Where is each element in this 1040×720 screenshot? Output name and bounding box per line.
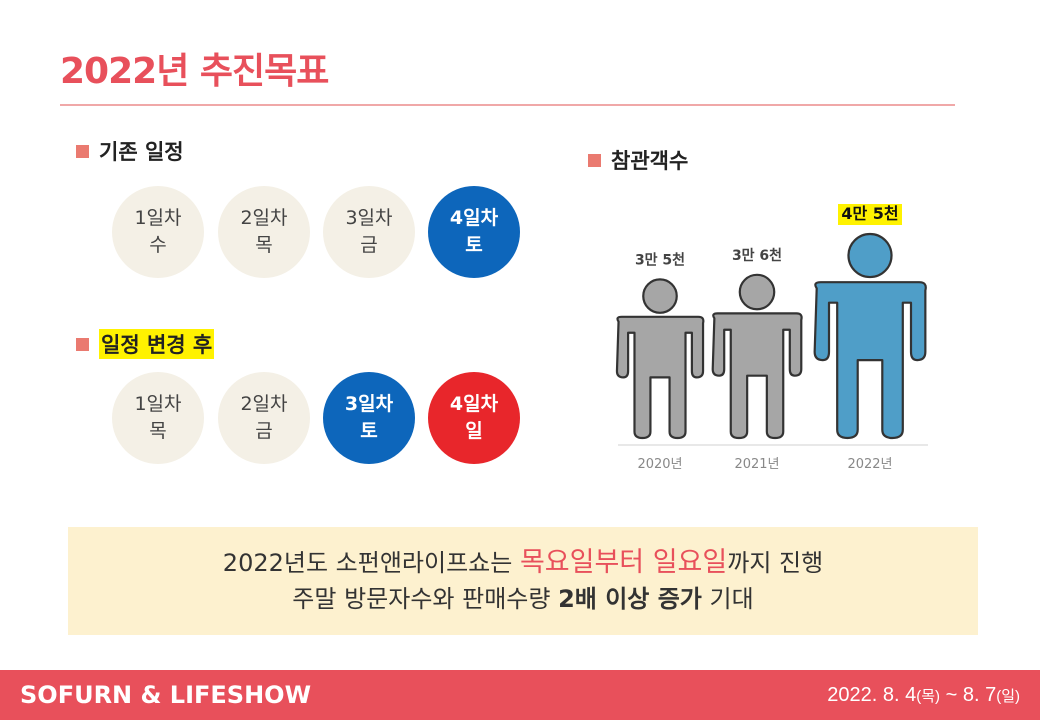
old-schedule-label: 기존 일정 bbox=[99, 140, 184, 164]
weekday-label: 토 bbox=[360, 420, 378, 442]
visitors-heading: 참관객수 bbox=[588, 145, 688, 175]
weekday-label: 일 bbox=[465, 420, 483, 442]
category-label: 2021년 bbox=[734, 457, 779, 472]
new-day-3: 3일차 토 bbox=[323, 372, 415, 464]
new-schedule-label: 일정 변경 후 bbox=[99, 329, 215, 359]
new-schedule-heading: 일정 변경 후 bbox=[76, 329, 215, 359]
page-title: 2022년 추진목표 bbox=[60, 51, 329, 92]
weekday-label: 금 bbox=[255, 420, 273, 442]
day-label: 4일차 bbox=[449, 393, 499, 415]
summary-text: 까지 진행 bbox=[727, 549, 824, 577]
summary-line-1: 2022년도 소펀앤라이프쇼는 목요일부터 일요일까지 진행 bbox=[223, 545, 823, 581]
summary-line-2: 주말 방문자수와 판매수량 2배 이상 증가 기대 bbox=[292, 581, 753, 617]
old-schedule-heading: 기존 일정 bbox=[76, 136, 184, 166]
category-label: 2020년 bbox=[637, 457, 682, 472]
weekday-label: 목 bbox=[149, 420, 167, 442]
value-label-highlight bbox=[838, 204, 902, 225]
weekday-label: 금 bbox=[360, 234, 378, 256]
footer-bar: SOFURN & LIFESHOW 2022. 8. 4(목) ~ 8. 7(일… bbox=[0, 670, 1040, 720]
date-end-day: (일) bbox=[996, 688, 1020, 705]
bullet-square-icon bbox=[76, 144, 89, 158]
day-label: 3일차 bbox=[345, 207, 393, 229]
day-label: 1일차 bbox=[134, 207, 182, 229]
bullet-square-icon bbox=[588, 153, 601, 167]
person-figure-2022년 bbox=[813, 232, 927, 440]
day-label: 4일차 bbox=[449, 207, 499, 229]
visitors-chart-svg: 3만 5천 2020년 3만 6천 2021년 4만 5천 2022년 bbox=[615, 204, 928, 472]
new-day-2: 2일차 금 bbox=[218, 372, 310, 464]
value-label: 4만 5천 bbox=[841, 204, 898, 223]
category-label: 2022년 bbox=[847, 457, 892, 472]
value-label: 3만 6천 bbox=[732, 248, 782, 264]
date-end: ~ 8. 7 bbox=[940, 684, 997, 706]
weekday-label: 수 bbox=[149, 234, 167, 256]
person-figure-2020년 bbox=[615, 278, 705, 440]
old-day-4: 4일차 토 bbox=[428, 186, 520, 278]
visitors-label: 참관객수 bbox=[611, 149, 689, 173]
person-figure-2021년 bbox=[711, 273, 803, 440]
weekday-label: 목 bbox=[255, 234, 273, 256]
summary-bold: 2배 이상 증가 bbox=[558, 585, 702, 613]
weekday-label: 토 bbox=[465, 234, 483, 256]
day-label: 1일차 bbox=[134, 393, 182, 415]
visitors-chart: 3만 5천 2020년 3만 6천 2021년 4만 5천 2022년 bbox=[600, 170, 940, 490]
bullet-square-icon bbox=[76, 337, 89, 351]
summary-text: 기대 bbox=[701, 585, 754, 613]
old-day-2: 2일차 목 bbox=[218, 186, 310, 278]
summary-text: 주말 방문자수와 판매수량 bbox=[292, 585, 559, 613]
summary-box: 2022년도 소펀앤라이프쇼는 목요일부터 일요일까지 진행 주말 방문자수와 … bbox=[68, 527, 978, 635]
event-dates: 2022. 8. 4(목) ~ 8. 7(일) bbox=[827, 684, 1020, 707]
day-label: 2일차 bbox=[240, 393, 288, 415]
old-day-1: 1일차 수 bbox=[112, 186, 204, 278]
value-label: 3만 5천 bbox=[635, 253, 685, 269]
date-start: 2022. 8. 4 bbox=[827, 684, 917, 706]
title-divider bbox=[60, 104, 955, 106]
new-day-1: 1일차 목 bbox=[112, 372, 204, 464]
date-start-day: (목) bbox=[916, 688, 941, 705]
summary-text: 2022년도 소펀앤라이프쇼는 bbox=[222, 549, 520, 577]
day-label: 2일차 bbox=[240, 207, 288, 229]
old-day-3: 3일차 금 bbox=[323, 186, 415, 278]
day-label: 3일차 bbox=[344, 393, 394, 415]
summary-accent: 목요일부터 일요일 bbox=[519, 547, 728, 578]
brand-logo: SOFURN & LIFESHOW bbox=[20, 681, 312, 709]
new-day-4: 4일차 일 bbox=[428, 372, 520, 464]
